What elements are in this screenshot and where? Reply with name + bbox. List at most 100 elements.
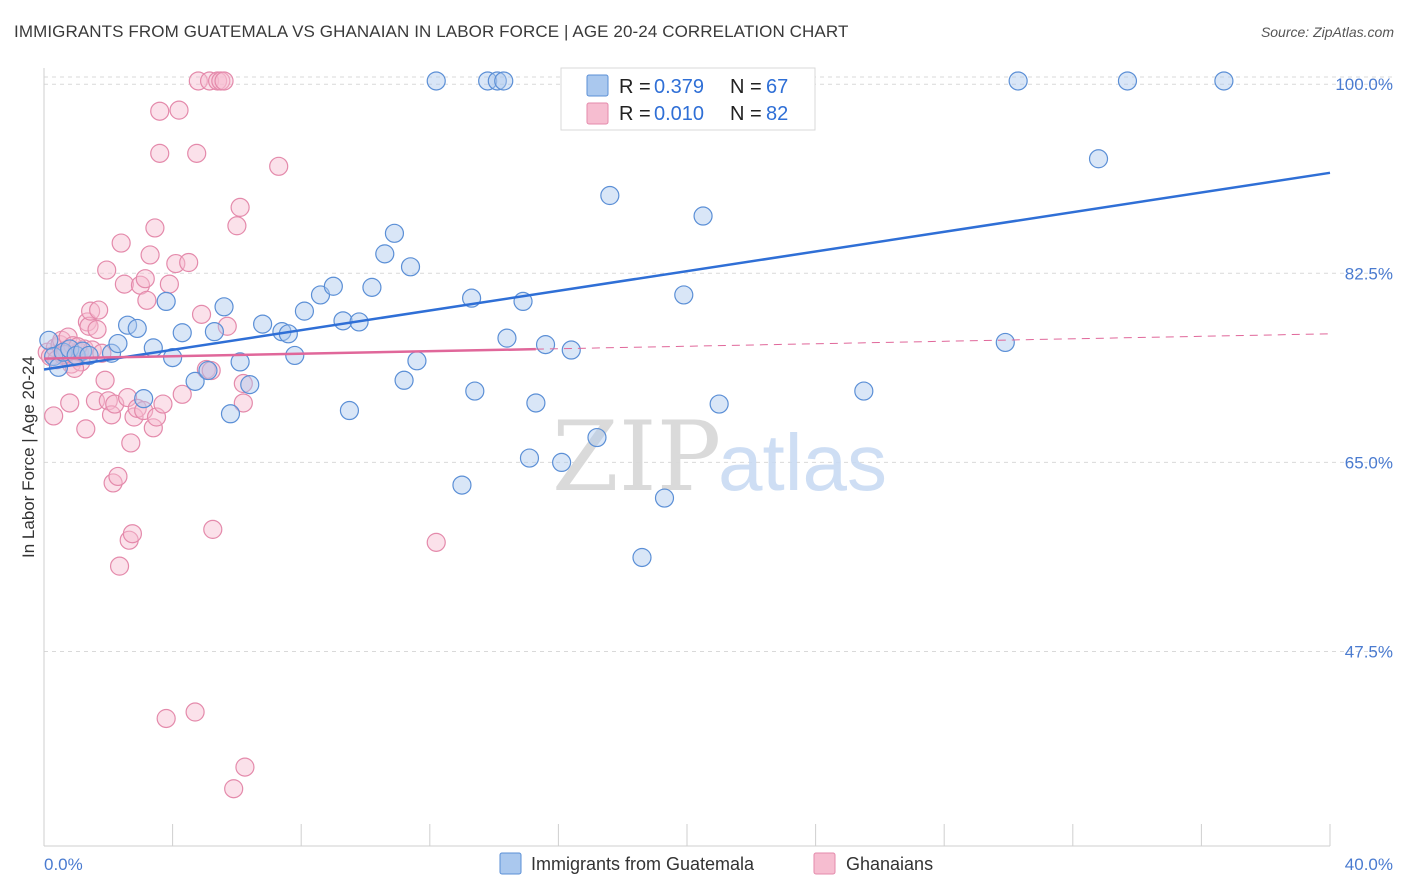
guatemala-point-43	[465, 381, 485, 401]
guatemala-point-66	[1088, 149, 1109, 169]
y-tick-label-0: 100.0%	[1335, 75, 1393, 94]
ghanaians-point-38	[121, 433, 141, 453]
ghanaians-point-44	[135, 269, 155, 289]
guatemala-point-31	[333, 311, 353, 331]
guatemala-point-41	[452, 475, 472, 495]
trend-line-ghanaians-extension	[535, 333, 1331, 350]
guatemala-point-22	[230, 352, 250, 372]
guatemala-point-61	[693, 206, 713, 226]
guatemala-point-37	[394, 370, 414, 390]
watermark: ZIP atlas	[552, 401, 887, 513]
ghanaians-point-26	[95, 370, 115, 390]
guatemala-point-18	[198, 360, 218, 381]
guatemala-point-40	[426, 71, 446, 91]
guatemala-point-20	[214, 297, 234, 317]
guatemala-point-28	[294, 301, 315, 321]
ghanaians-point-76	[235, 757, 255, 777]
guatemala-point-52	[552, 452, 572, 473]
guatemala-point-56	[600, 185, 620, 206]
guatemala-point-30	[323, 276, 343, 296]
ghanaians-point-74	[233, 393, 253, 413]
guatemala-point-51	[535, 335, 556, 355]
guatemala-point-23	[240, 375, 260, 395]
trend-line-guatemala	[43, 171, 1331, 371]
watermark-zip: ZIP	[552, 401, 721, 513]
guatemala-point-34	[362, 277, 382, 297]
guatemala-point-36	[384, 223, 405, 243]
ghanaians-point-56	[169, 100, 189, 120]
guatemala-point-14	[156, 291, 176, 311]
legend-r-value-ghanaians: 0.010	[654, 103, 704, 125]
x-tick-label-max: 40.0%	[1345, 855, 1393, 874]
guatemala-point-59	[654, 488, 675, 508]
ghanaians-point-52	[150, 101, 170, 121]
guatemala-point-65	[1008, 71, 1028, 91]
y-tick-label-1: 82.5%	[1345, 264, 1393, 283]
ghanaians-point-61	[188, 71, 208, 91]
legend-swatch-ghanaians	[586, 102, 609, 125]
guatemala-point-7	[79, 345, 99, 366]
guatemala-point-55	[587, 427, 607, 448]
guatemala-point-67	[1117, 71, 1138, 91]
ghanaians-point-78	[426, 532, 446, 552]
guatemala-point-62	[709, 394, 729, 414]
ghanaians-point-47	[143, 418, 163, 438]
guatemala-point-21	[220, 404, 241, 424]
x-tick-label-min: 0.0%	[44, 855, 83, 874]
guatemala-point-63	[854, 381, 874, 401]
guatemala-point-12	[134, 389, 154, 409]
legend-n-label-ghanaians: N =	[730, 103, 762, 125]
guatemala-point-53	[561, 340, 581, 360]
legend-n-value-ghanaians: 82	[766, 103, 788, 125]
x-axis-ticks	[43, 824, 1331, 846]
guatemala-point-27	[285, 345, 305, 366]
guatemala-point-0	[39, 330, 59, 350]
guatemala-point-50	[526, 393, 546, 413]
guatemala-point-57	[632, 547, 652, 568]
ghanaians-point-33	[109, 556, 130, 576]
y-tick-label-2: 65.0%	[1345, 453, 1393, 472]
ghanaians-point-57	[172, 384, 192, 404]
ghanaians-point-59	[185, 702, 205, 722]
series-legend-label-ghanaians: Ghanaians	[846, 854, 933, 874]
ghanaians-point-10	[60, 393, 80, 413]
guatemala-point-32	[339, 400, 360, 421]
guatemala-point-39	[407, 351, 427, 371]
ghanaians-point-71	[224, 779, 244, 799]
legend-n-label-guatemala: N =	[730, 76, 762, 98]
ghanaians-point-27	[97, 260, 117, 280]
guatemala-point-35	[375, 244, 395, 264]
series-legend: Immigrants from Guatemala Ghanaians	[499, 852, 933, 875]
legend-r-value-guatemala: 0.379	[654, 76, 704, 98]
stats-legend: R = 0.379 N = 67 R = 0.010 N = 82	[560, 67, 816, 131]
guatemala-point-64	[995, 332, 1015, 353]
ghanaians-point-69	[214, 71, 234, 91]
guatemala-point-46	[494, 71, 514, 91]
trend-line-ghanaians	[43, 347, 536, 360]
ghanaians-point-32	[108, 466, 128, 487]
guatemala-point-24	[253, 314, 273, 334]
ghanaians-point-46	[140, 245, 160, 265]
guatemala-point-68	[1214, 71, 1234, 91]
guatemala-point-19	[204, 322, 224, 342]
legend-swatch-guatemala	[586, 74, 609, 97]
legend-r-label-ghanaians: R =	[619, 103, 651, 125]
chart-title: IMMIGRANTS FROM GUATEMALA VS GHANAIAN IN…	[14, 22, 849, 41]
watermark-atlas: atlas	[718, 418, 887, 507]
ghanaians-point-77	[269, 156, 289, 176]
legend-r-label-guatemala: R =	[619, 76, 651, 98]
ghanaians-point-35	[114, 274, 134, 294]
y-axis-tick-labels: 100.0% 82.5% 65.0% 47.5%	[1335, 75, 1393, 661]
guatemala-point-60	[674, 285, 694, 305]
guatemala-point-17	[185, 371, 205, 391]
series-ghanaians-points	[37, 71, 446, 799]
guatemala-point-45	[487, 71, 507, 91]
guatemala-point-9	[108, 333, 128, 354]
guatemala-point-11	[127, 318, 147, 339]
ghanaians-point-36	[117, 387, 138, 408]
guatemala-point-38	[400, 257, 421, 277]
source-credit: Source: ZipAtlas.com	[1260, 24, 1394, 40]
legend-n-value-guatemala: 67	[766, 76, 788, 98]
ghanaians-point-29	[101, 405, 122, 425]
